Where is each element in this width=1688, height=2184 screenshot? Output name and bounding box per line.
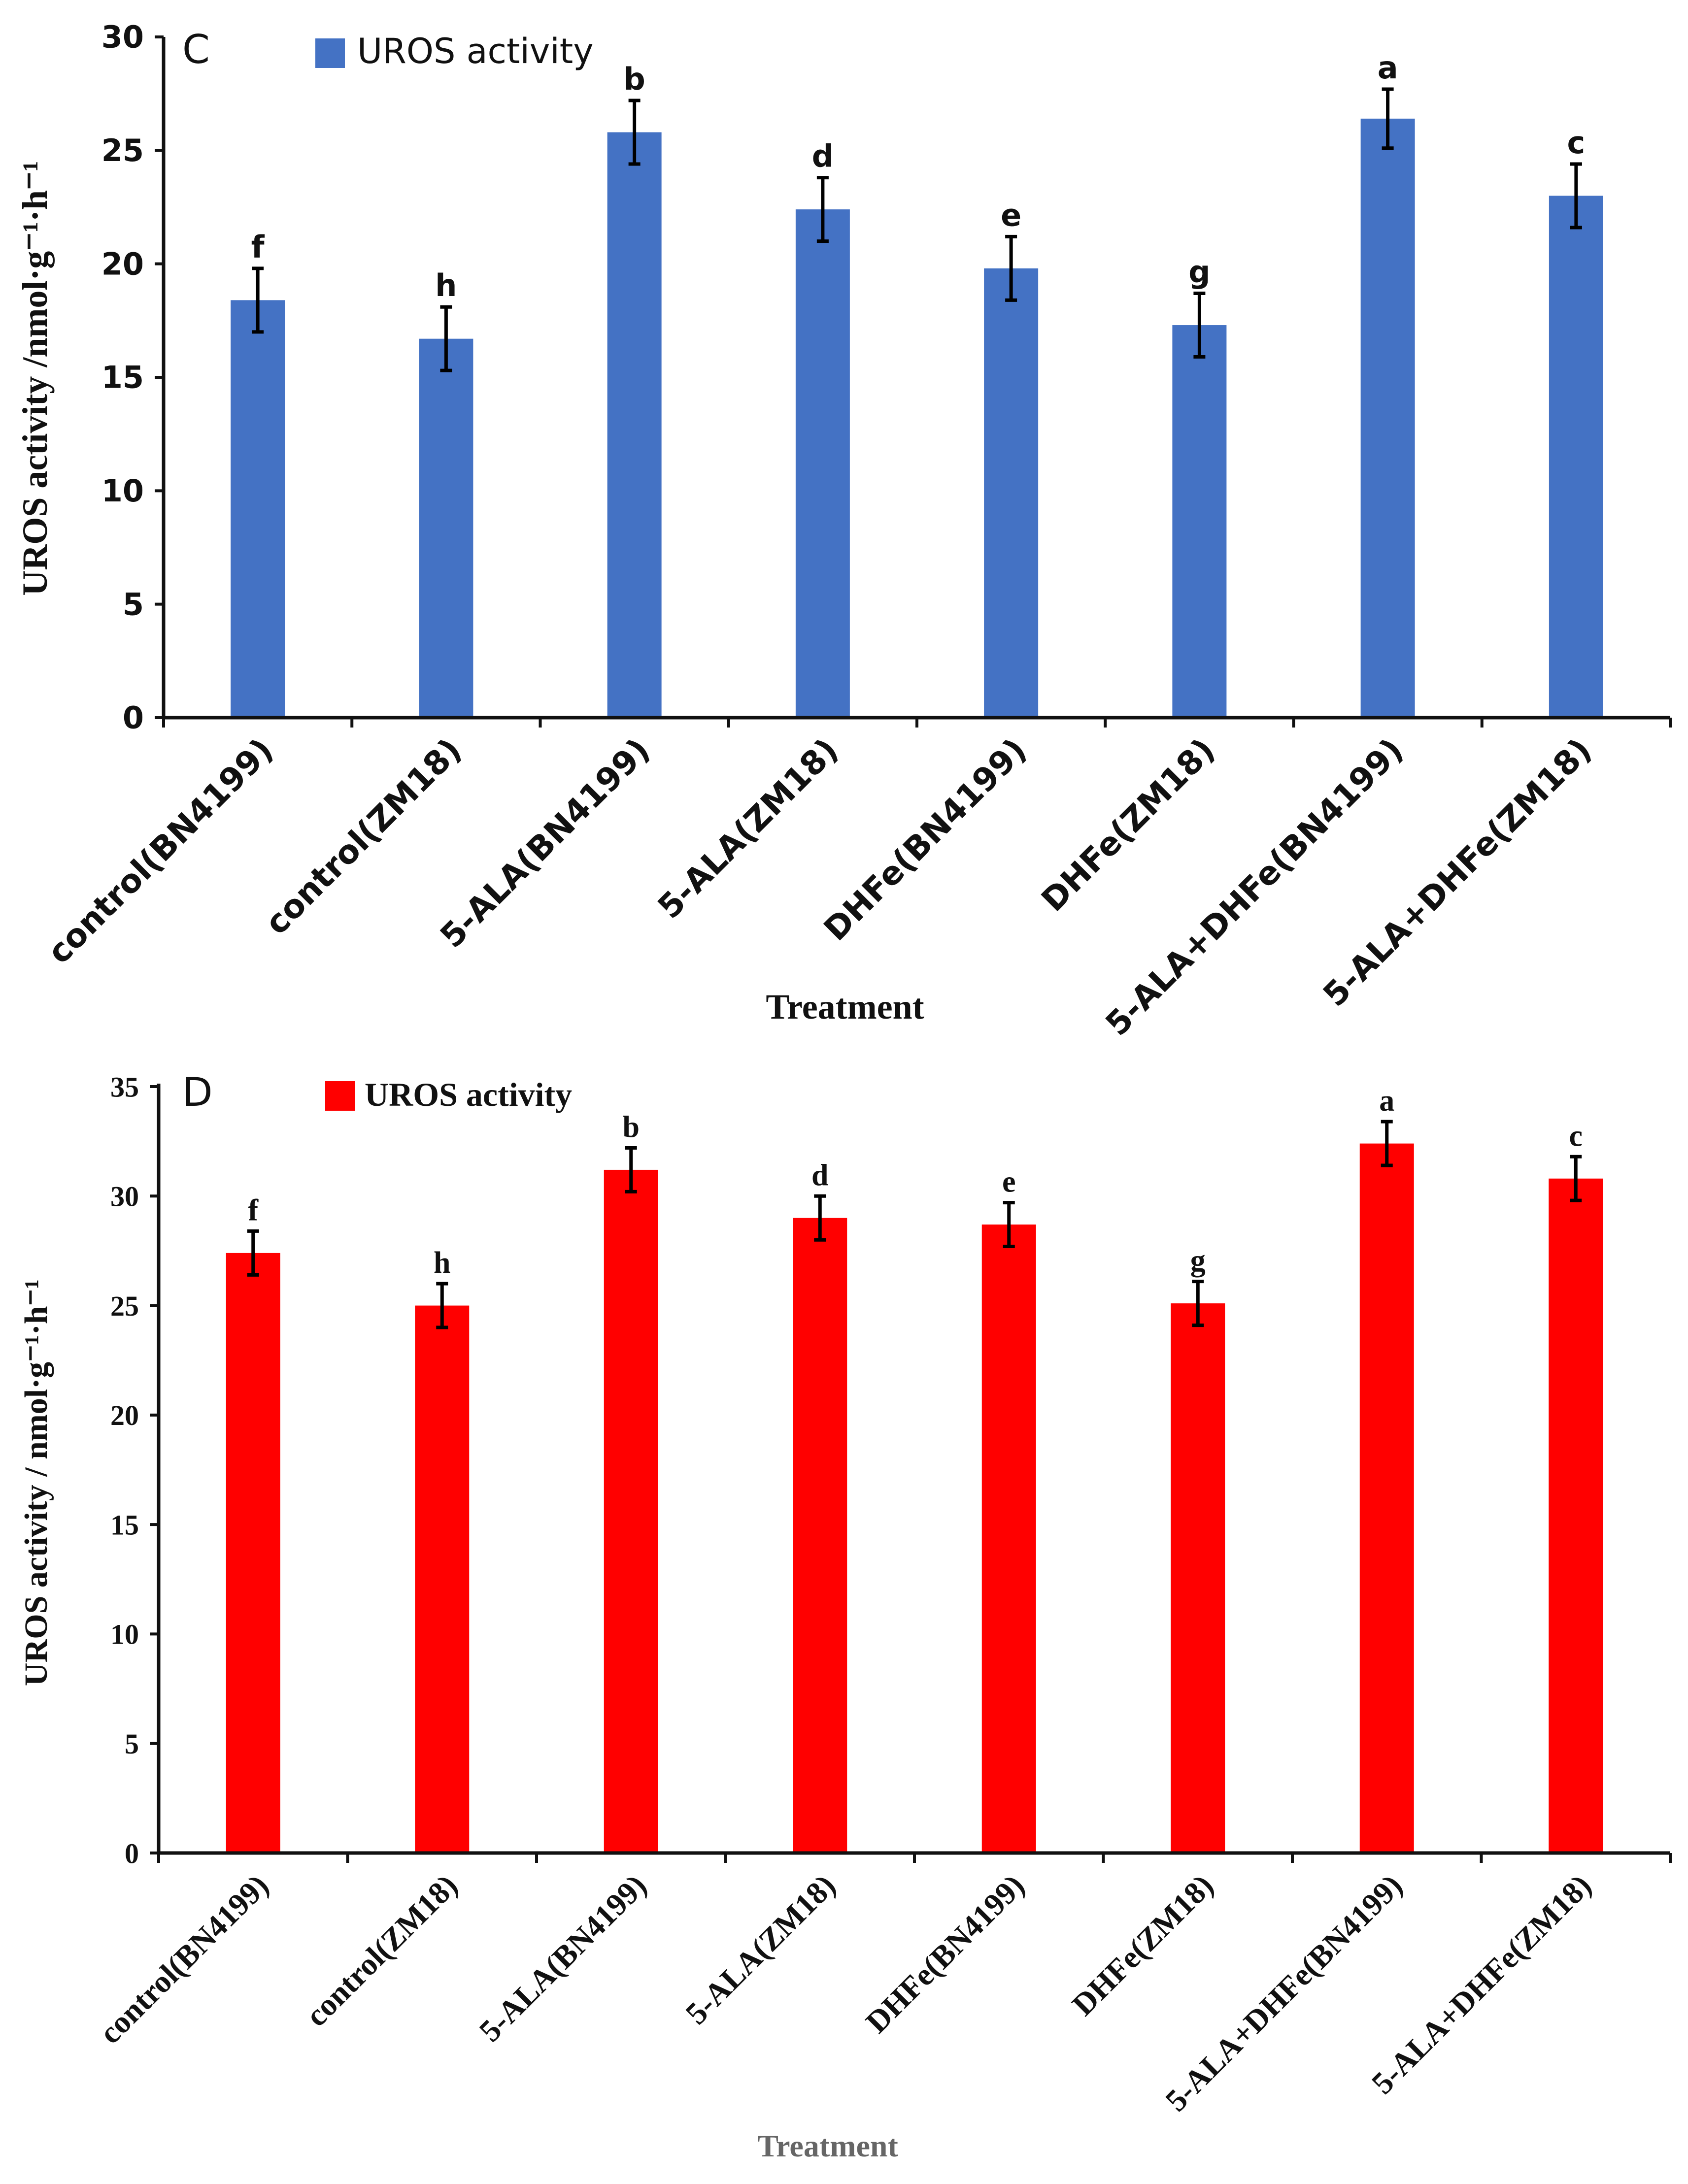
significance-label: b	[623, 1110, 640, 1144]
x-tick-label: DHFe(ZM18)	[1065, 1868, 1220, 2022]
x-tick-label: 5-ALA(ZM18)	[678, 1868, 842, 2031]
panel-d-x-axis-title: Treatment	[757, 2128, 898, 2163]
bar-control-zm18-	[415, 1305, 470, 1853]
error-bar	[247, 1229, 259, 1277]
significance-label: d	[812, 138, 834, 174]
bar-dhfe-bn4199-	[981, 1224, 1036, 1853]
panel-c-legend-label: UROS activity	[357, 31, 594, 71]
significance-label: h	[435, 267, 457, 303]
bar-5-ala-bn4199-	[607, 132, 662, 718]
significance-label: d	[811, 1158, 828, 1192]
x-tick-label: 5-ALA(BN4199)	[433, 731, 657, 955]
y-tick-label: 25	[101, 132, 144, 168]
error-bar	[814, 1194, 826, 1242]
panel-c-y-ticks: 0 5 10 15 20 25 30	[101, 19, 164, 736]
bar-5-ala-dhfe-zm18-	[1549, 196, 1603, 718]
panel-d-y-axis-title: UROS activity / nmol·g⁻¹·h⁻¹	[18, 1279, 54, 1686]
bar-dhfe-zm18-	[1171, 1303, 1225, 1853]
x-tick-label: DHFe(BN4199)	[816, 731, 1034, 948]
panel-d-significance-labels: f h b d e g a c	[248, 1084, 1583, 1280]
significance-label: e	[1001, 197, 1021, 233]
error-bar	[625, 1146, 637, 1193]
panel-d-error-bars	[247, 1120, 1582, 1329]
error-bar	[252, 266, 264, 334]
panel-d-legend-label: UROS activity	[365, 1076, 572, 1113]
error-bar	[1193, 292, 1206, 359]
bar-5-ala-zm18-	[795, 209, 850, 718]
significance-label: b	[623, 61, 645, 97]
panel-d-legend-swatch	[325, 1081, 355, 1111]
error-bar	[440, 305, 452, 372]
x-tick-label: 5-ALA(BN4199)	[473, 1868, 653, 2049]
x-tick-label: 5-ALA(ZM18)	[650, 731, 845, 926]
significance-label: g	[1188, 254, 1210, 290]
y-tick-label: 30	[101, 19, 144, 55]
y-tick-label: 10	[110, 1619, 139, 1651]
panel-c-significance-labels: f h b d e g a c	[251, 50, 1586, 303]
error-bar	[1192, 1280, 1204, 1327]
y-tick-label: 30	[110, 1181, 139, 1213]
y-tick-label: 0	[125, 1837, 139, 1869]
significance-label: a	[1379, 1084, 1394, 1118]
significance-label: h	[434, 1246, 450, 1280]
y-tick-label: 15	[110, 1509, 139, 1541]
x-tick-label: control(ZM18)	[299, 1868, 464, 2033]
panel-c-legend-swatch	[315, 38, 345, 68]
panel-c-x-axis-title: Treatment	[766, 987, 924, 1026]
panel-d-bars	[226, 1143, 1603, 1853]
x-tick-label: control(BN4199)	[40, 731, 280, 971]
bar-control-bn4199-	[231, 300, 285, 718]
x-tick-label: control(ZM18)	[258, 731, 469, 942]
significance-label: c	[1567, 125, 1585, 161]
panel-c-label: C	[182, 27, 210, 72]
panel-c-chart: C UROS activity 0 5 10 15 20 25 30 f h b d e g a c co…	[15, 19, 1672, 1043]
panel-d-y-ticks: 0 5 10 15 20 25 30 35	[110, 1071, 159, 1869]
bar-control-zm18-	[419, 338, 473, 718]
x-tick-label: control(BN4199)	[93, 1868, 275, 2051]
panel-c-bars	[231, 118, 1603, 718]
x-tick-label: DHFe(BN4199)	[859, 1868, 1031, 2040]
x-tick-label: DHFe(ZM18)	[1034, 731, 1222, 919]
y-tick-label: 15	[101, 360, 144, 396]
y-tick-label: 20	[101, 246, 144, 282]
error-bar	[1381, 1120, 1393, 1167]
bar-dhfe-bn4199-	[984, 268, 1039, 718]
x-tick-label: 5-ALA+DHFe(BN4199)	[1098, 731, 1411, 1043]
bar-control-bn4199-	[226, 1253, 280, 1853]
panel-d-x-tick-labels: control(BN4199) control(ZM18) 5-ALA(BN4199…	[93, 1868, 1598, 2118]
error-bar	[628, 99, 641, 166]
bar-5-ala-dhfe-bn4199-	[1359, 1143, 1414, 1853]
significance-label: e	[1002, 1165, 1016, 1199]
y-tick-label: 5	[125, 1728, 139, 1760]
x-tick-label: 5-ALA+DHFe(ZM18)	[1365, 1868, 1598, 2101]
bar-dhfe-zm18-	[1172, 325, 1227, 718]
significance-label: a	[1378, 50, 1398, 86]
significance-label: c	[1569, 1119, 1583, 1153]
panel-d-label: D	[182, 1069, 213, 1115]
significance-label: g	[1190, 1244, 1206, 1278]
significance-label: f	[248, 1193, 259, 1227]
bar-5-ala-zm18-	[793, 1218, 847, 1853]
significance-label: f	[251, 229, 265, 265]
bar-5-ala-dhfe-zm18-	[1549, 1178, 1603, 1853]
panel-c-y-axis-title: UROS activity /nmol·g⁻¹·h⁻¹	[15, 161, 55, 596]
error-bar	[1005, 234, 1017, 302]
y-tick-label: 5	[123, 586, 144, 622]
bar-5-ala-bn4199-	[604, 1169, 658, 1853]
y-tick-label: 20	[110, 1399, 139, 1431]
error-bar	[436, 1282, 448, 1329]
bar-5-ala-dhfe-bn4199-	[1360, 118, 1415, 718]
y-tick-label: 35	[110, 1071, 139, 1103]
error-bar	[816, 176, 829, 243]
error-bar	[1570, 162, 1582, 230]
y-tick-label: 10	[101, 473, 144, 509]
error-bar	[1570, 1155, 1582, 1202]
error-bar	[1003, 1201, 1015, 1249]
y-tick-label: 0	[123, 700, 144, 736]
error-bar	[1382, 87, 1394, 150]
panel-c-error-bars	[252, 87, 1582, 372]
y-tick-label: 25	[110, 1290, 139, 1322]
